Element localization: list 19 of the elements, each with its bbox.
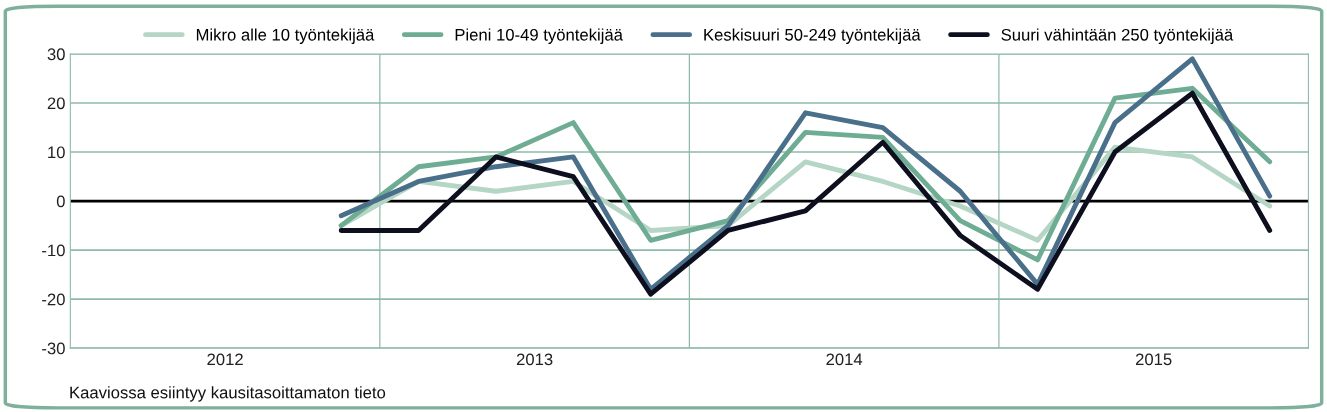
legend-label: Suuri vähintään 250 työntekijää (1001, 28, 1234, 44)
x-tick-label: 2012 (207, 353, 243, 366)
legend-label: Keskisuuri 50-249 työntekijää (704, 28, 921, 44)
y-tick-label: -30 (42, 342, 65, 355)
y-tick-label: 20 (47, 97, 65, 110)
y-tick-label: -10 (42, 244, 65, 257)
x-tick-label: 2014 (826, 353, 863, 366)
y-tick-label: 10 (48, 146, 65, 159)
text: Kaaviossa esiintyy kausitasoittamaton tieto (70, 386, 386, 402)
line-series (338, 56, 1273, 292)
legend-label: Pieni 10-49 työntekijää (455, 28, 623, 44)
y-tick-label: 0 (56, 195, 65, 208)
line-series (338, 85, 1273, 263)
y-tick-label: 30 (47, 48, 65, 61)
x-tick-label: 2013 (516, 353, 553, 366)
x-tick-label: 2015 (1135, 353, 1172, 366)
line-series (338, 90, 1273, 297)
y-tick-label: -20 (42, 293, 65, 306)
legend-label: Mikro alle 10 työntekijää (196, 28, 375, 44)
